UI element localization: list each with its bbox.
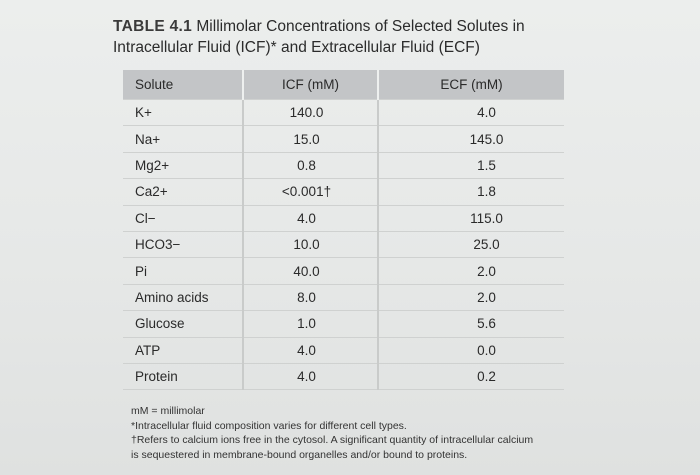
icf-cell: 1.0	[243, 310, 379, 338]
table-title: TABLE 4.1 Millimolar Concentrations of S…	[113, 16, 673, 58]
solute-cell: Amino acids	[123, 283, 244, 311]
table-row: ATP 4.0 0.0	[123, 336, 564, 364]
header-solute: Solute	[123, 70, 244, 100]
ecf-cell: 2.0	[378, 257, 564, 285]
solute-cell: Ca2+	[123, 178, 244, 206]
title-line2: Intracellular Fluid (ICF)* and Extracell…	[113, 39, 480, 56]
icf-cell: 4.0	[243, 336, 379, 364]
icf-cell: 0.8	[243, 151, 379, 179]
solute-cell: ATP	[123, 336, 244, 364]
table-row: Protein 4.0 0.2	[123, 362, 564, 391]
solute-cell: Mg2+	[123, 151, 244, 179]
icf-cell: <0.001†	[243, 178, 379, 206]
solute-cell: Na+	[123, 125, 244, 153]
table-number: TABLE 4.1	[113, 18, 193, 35]
solute-cell: Glucose	[123, 310, 244, 338]
header-ecf: ECF (mM)	[378, 70, 564, 100]
icf-cell: 40.0	[243, 257, 379, 285]
footnote-star: *Intracellular fluid composition varies …	[131, 419, 407, 432]
solute-cell: Protein	[123, 362, 244, 391]
icf-cell: 4.0	[243, 362, 379, 391]
table-footnotes: mM = millimolar *Intracellular fluid com…	[131, 404, 611, 462]
footnote-dagger-2: is sequestered in membrane-bound organel…	[131, 448, 468, 461]
solute-cell: K+	[123, 98, 244, 126]
table-row: Amino acids 8.0 2.0	[123, 283, 564, 311]
ecf-cell: 4.0	[378, 98, 564, 126]
solute-cell: Pi	[123, 257, 244, 285]
table-row: HCO3− 10.0 25.0	[123, 230, 564, 258]
solute-table: Solute ICF (mM) ECF (mM) K+ 140.0 4.0 Na…	[123, 70, 564, 391]
ecf-cell: 1.5	[378, 151, 564, 179]
table-header-row: Solute ICF (mM) ECF (mM)	[123, 70, 564, 100]
header-icf: ICF (mM)	[243, 70, 379, 100]
table-row: Glucose 1.0 5.6	[123, 310, 564, 338]
ecf-cell: 1.8	[378, 178, 564, 206]
ecf-cell: 5.6	[378, 310, 564, 338]
table-row: Cl− 4.0 115.0	[123, 204, 564, 232]
icf-cell: 8.0	[243, 283, 379, 311]
table-row: Pi 40.0 2.0	[123, 257, 564, 285]
table-row: Ca2+ <0.001† 1.8	[123, 178, 564, 206]
ecf-cell: 25.0	[378, 230, 564, 258]
ecf-cell: 0.0	[378, 336, 564, 364]
ecf-cell: 2.0	[378, 283, 564, 311]
icf-cell: 4.0	[243, 204, 379, 232]
title-line1: Millimolar Concentrations of Selected So…	[196, 18, 525, 35]
footnote-dagger-1: †Refers to calcium ions free in the cyto…	[131, 434, 534, 446]
ecf-cell: 145.0	[378, 125, 564, 153]
solute-cell: Cl−	[123, 204, 244, 232]
icf-cell: 10.0	[243, 230, 379, 258]
table-row: K+ 140.0 4.0	[123, 98, 564, 126]
ecf-cell: 0.2	[378, 362, 564, 391]
solute-cell: HCO3−	[123, 230, 244, 258]
icf-cell: 140.0	[243, 98, 379, 126]
icf-cell: 15.0	[243, 125, 379, 153]
table-row: Na+ 15.0 145.0	[123, 125, 564, 153]
footnote-mm: mM = millimolar	[131, 405, 205, 417]
ecf-cell: 115.0	[378, 204, 564, 232]
table-row: Mg2+ 0.8 1.5	[123, 151, 564, 179]
